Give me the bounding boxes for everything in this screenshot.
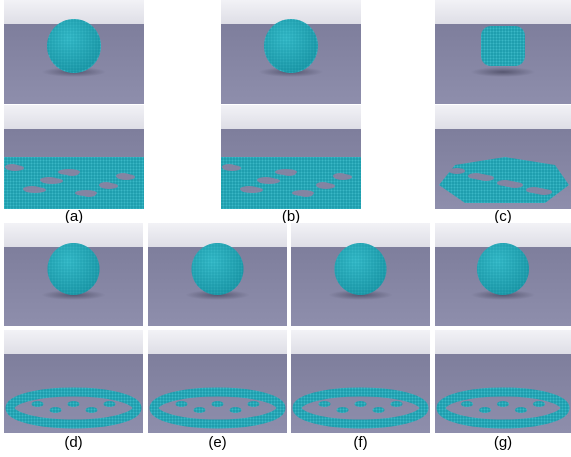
ball-shade (265, 20, 317, 72)
ball-shade (334, 243, 387, 295)
panel-label: (f) (353, 434, 367, 451)
panel-label: (d) (64, 434, 82, 451)
ring (292, 387, 429, 429)
hole (526, 187, 542, 193)
ball-shade (191, 243, 244, 295)
panel-label: (e) (208, 434, 226, 451)
hole (41, 178, 63, 184)
panel: (b) (221, 0, 361, 225)
blob (49, 407, 62, 413)
blob (533, 401, 545, 407)
hole (100, 183, 118, 189)
hole (6, 165, 24, 171)
blob (390, 401, 403, 407)
sky (221, 105, 361, 129)
blob (103, 401, 116, 407)
sky (148, 330, 287, 354)
sheet (221, 157, 361, 209)
panel: (c) (435, 0, 571, 225)
blob (229, 407, 242, 413)
hole (317, 183, 335, 189)
sky (435, 0, 571, 24)
blob (497, 401, 509, 407)
panel-label: (a) (65, 208, 83, 225)
panel: (f) (291, 223, 430, 451)
sheet (4, 157, 144, 209)
hole (299, 191, 313, 197)
blob (247, 401, 260, 407)
blob (193, 407, 206, 413)
ball-shade (48, 20, 100, 72)
blob (372, 407, 385, 413)
ring (436, 387, 570, 429)
panel: (e) (148, 223, 287, 451)
blob (479, 407, 491, 413)
ring (149, 387, 286, 429)
sky (435, 105, 571, 129)
hole (468, 173, 484, 179)
hole (497, 180, 513, 186)
sky (4, 105, 144, 129)
panel: (g) (435, 223, 571, 451)
hole (258, 178, 280, 184)
panel-label: (b) (282, 208, 300, 225)
hole (449, 168, 465, 174)
ball-shade (47, 243, 100, 295)
blob (318, 401, 331, 407)
hole (334, 174, 352, 180)
ring (5, 387, 142, 429)
blob (515, 407, 527, 413)
hole (241, 187, 263, 193)
panel-label: (c) (494, 208, 512, 225)
panel: (d) (4, 223, 143, 451)
ball-shade (477, 243, 529, 295)
blob (31, 401, 44, 407)
blob (336, 407, 349, 413)
hole (24, 187, 46, 193)
blob (175, 401, 188, 407)
blob (85, 407, 98, 413)
shadow (471, 67, 535, 77)
panel-label: (g) (494, 434, 512, 451)
hole (82, 191, 96, 197)
blob (461, 401, 473, 407)
sky (4, 330, 143, 354)
sky (435, 330, 571, 354)
hole (282, 170, 296, 176)
blob (211, 401, 224, 407)
blob (67, 401, 80, 407)
panel: (a) (4, 0, 144, 225)
blob (354, 401, 367, 407)
hole (65, 170, 79, 176)
sky (291, 330, 430, 354)
hole (117, 174, 135, 180)
cube (481, 26, 525, 66)
hole (223, 165, 241, 171)
